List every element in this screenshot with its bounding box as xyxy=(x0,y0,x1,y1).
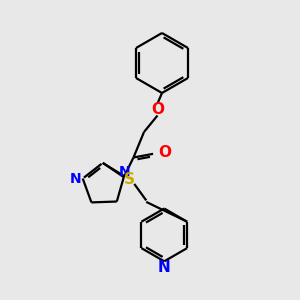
Text: N: N xyxy=(158,260,171,275)
Text: N: N xyxy=(69,172,81,185)
Text: N: N xyxy=(119,165,131,179)
Text: O: O xyxy=(151,102,164,117)
Text: S: S xyxy=(124,172,135,187)
Text: O: O xyxy=(158,146,171,160)
